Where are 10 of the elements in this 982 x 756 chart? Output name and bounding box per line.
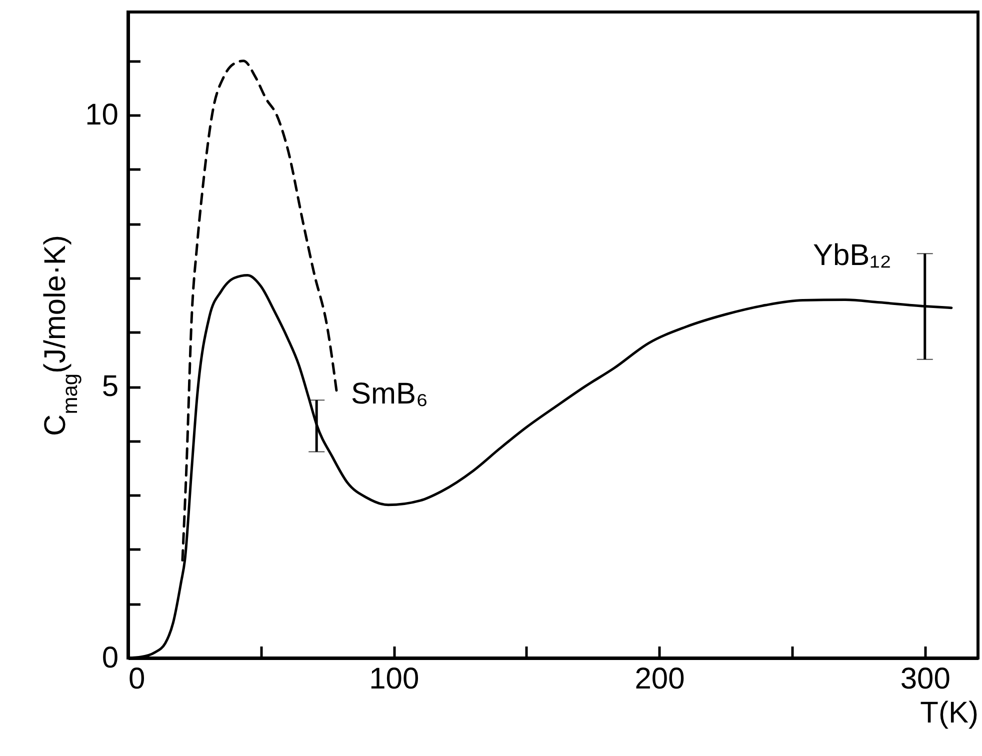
x-tick-label: 200 <box>634 662 685 696</box>
series-label: SmB₆ <box>351 378 428 411</box>
y-tick-label: 5 <box>102 370 118 404</box>
y-tick-label: 10 <box>85 98 118 132</box>
series-label: YbB₁₂ <box>812 238 892 272</box>
x-tick-label: 100 <box>369 662 420 696</box>
x-tick-label: 300 <box>900 662 950 696</box>
x-tick-label: 0 <box>128 662 146 696</box>
x-axis-title: T(K) <box>920 696 978 730</box>
y-tick-label: 0 <box>102 642 118 674</box>
